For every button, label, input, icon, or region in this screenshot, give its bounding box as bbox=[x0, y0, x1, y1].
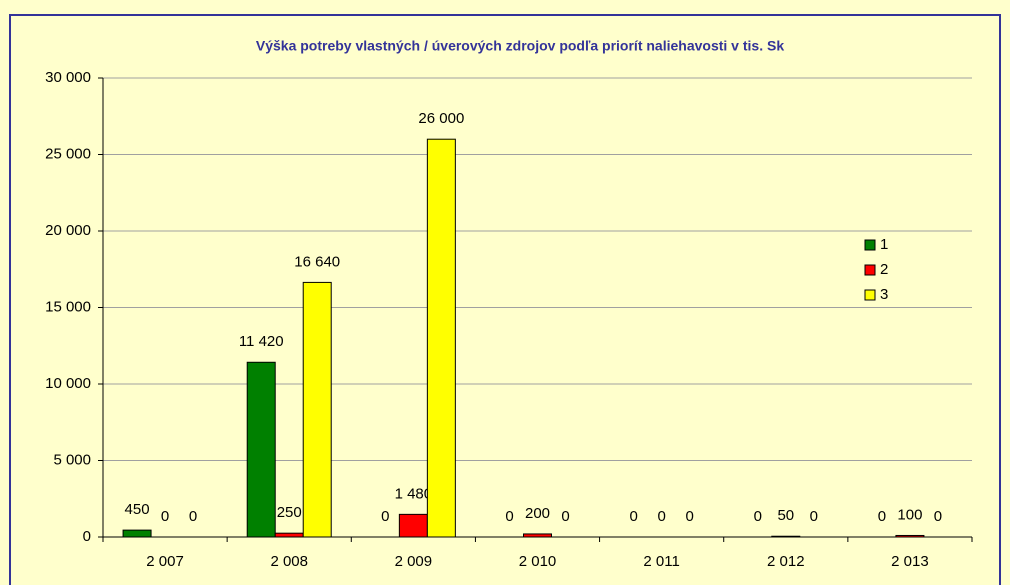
value-label: 0 bbox=[161, 508, 169, 525]
bar bbox=[426, 138, 456, 538]
value-label: 0 bbox=[810, 508, 818, 525]
x-tick-label: 2 009 bbox=[395, 553, 433, 570]
value-label: 0 bbox=[878, 508, 886, 525]
value-label: 0 bbox=[754, 508, 762, 525]
value-label: 11 420 bbox=[239, 333, 284, 350]
value-label: 0 bbox=[189, 508, 197, 525]
value-label: 50 bbox=[777, 507, 794, 524]
legend-label: 3 bbox=[880, 286, 888, 303]
x-tick-label: 2 008 bbox=[270, 553, 308, 570]
legend-swatch bbox=[864, 239, 876, 251]
x-tick-label: 2 007 bbox=[146, 553, 184, 570]
value-label: 100 bbox=[897, 506, 922, 523]
bar bbox=[246, 361, 276, 538]
y-tick-label: 25 000 bbox=[45, 145, 91, 162]
y-tick-label: 0 bbox=[83, 528, 91, 545]
y-tick-label: 10 000 bbox=[45, 375, 91, 392]
x-tick-label: 2 012 bbox=[767, 553, 805, 570]
legend-label: 2 bbox=[880, 261, 888, 278]
value-label: 0 bbox=[381, 508, 389, 525]
y-tick-label: 20 000 bbox=[45, 222, 91, 239]
bar bbox=[523, 533, 552, 538]
bar bbox=[895, 534, 925, 538]
bar bbox=[398, 513, 428, 538]
chart-title: Výška potreby vlastných / úverových zdro… bbox=[256, 38, 784, 54]
legend-swatch bbox=[864, 264, 876, 276]
value-label: 26 000 bbox=[418, 110, 464, 127]
bar bbox=[274, 532, 304, 538]
value-label: 200 bbox=[525, 505, 550, 522]
frame bbox=[9, 14, 1001, 585]
value-label: 450 bbox=[125, 501, 150, 518]
bar bbox=[771, 535, 801, 538]
value-label: 0 bbox=[505, 508, 513, 525]
value-label: 0 bbox=[685, 508, 693, 525]
value-label: 16 640 bbox=[294, 253, 340, 270]
value-label: 0 bbox=[629, 508, 637, 525]
y-tick-label: 5 000 bbox=[53, 451, 91, 468]
value-label: 1 480 bbox=[395, 485, 433, 502]
x-tick-label: 2 013 bbox=[891, 553, 929, 570]
value-label: 0 bbox=[657, 508, 665, 525]
legend-swatch bbox=[864, 289, 876, 301]
bar bbox=[302, 281, 332, 538]
bar bbox=[122, 529, 152, 538]
y-tick-label: 30 000 bbox=[45, 69, 91, 86]
y-tick-label: 15 000 bbox=[45, 298, 91, 315]
legend-label: 1 bbox=[880, 236, 888, 253]
x-tick-label: 2 010 bbox=[519, 553, 557, 570]
value-label: 0 bbox=[934, 508, 942, 525]
x-tick-label: 2 011 bbox=[643, 553, 679, 570]
value-label: 250 bbox=[277, 504, 302, 521]
value-label: 0 bbox=[561, 508, 569, 525]
